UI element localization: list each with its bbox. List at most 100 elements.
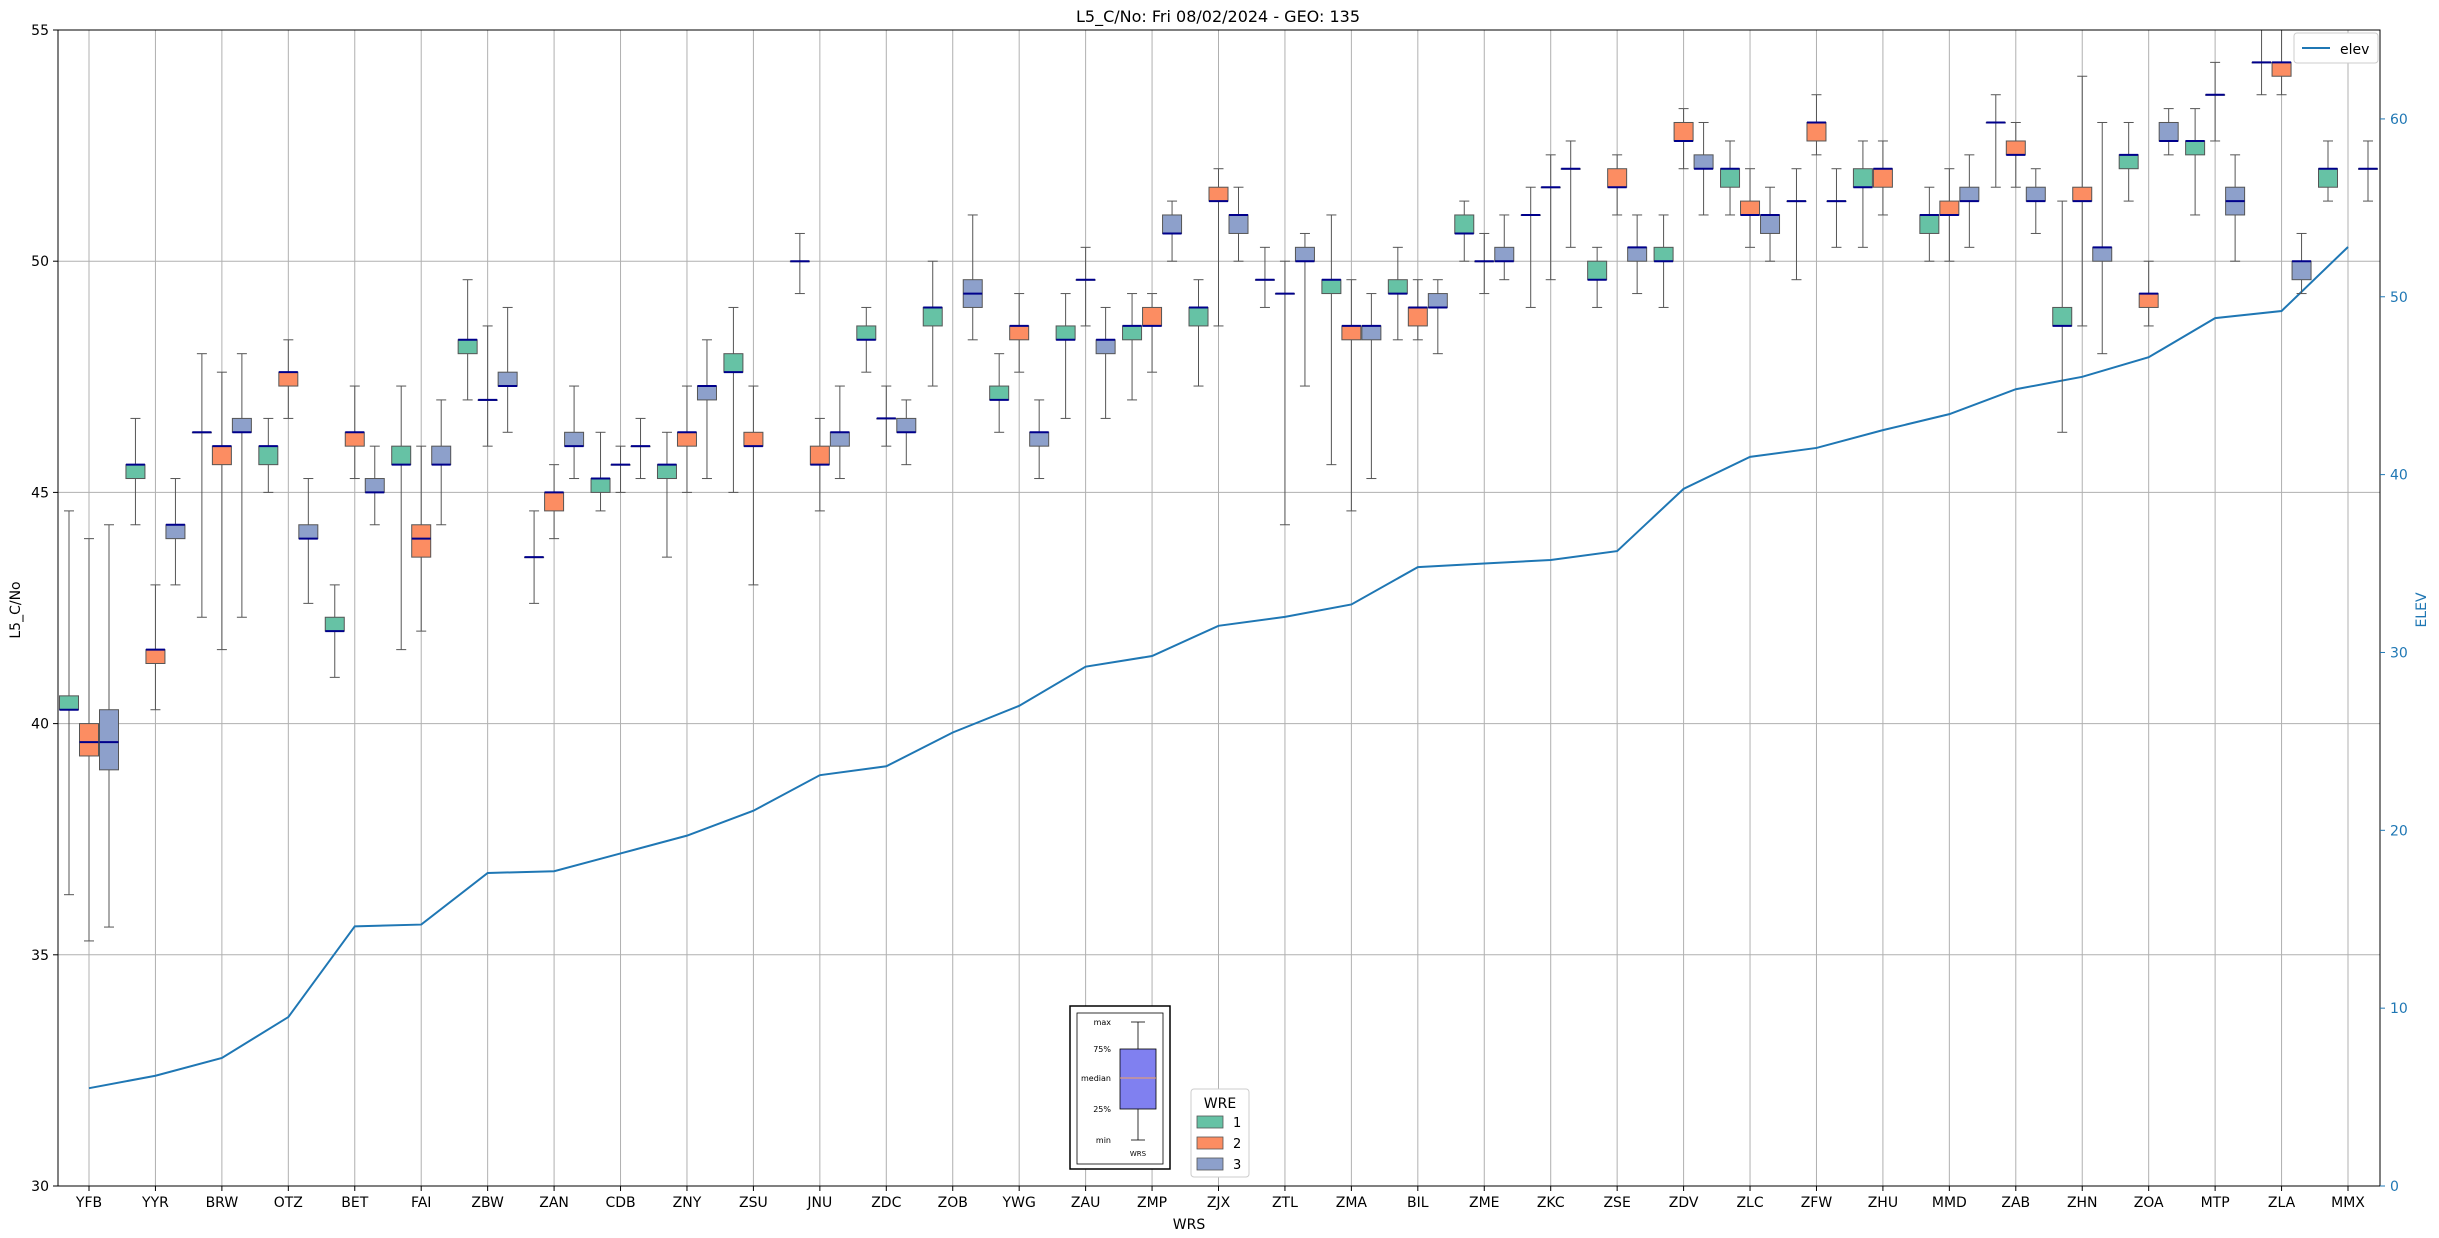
- y2-axis-label: ELEV: [2414, 592, 2430, 627]
- box-body: [364, 478, 385, 493]
- inset-label-q1: 25%: [1093, 1105, 1111, 1114]
- box-ZMP-wre1: [1122, 293, 1143, 401]
- box-ZHU-wre1: [1852, 140, 1873, 248]
- wre-legend-swatch-3: [1196, 1157, 1224, 1171]
- box-ZME-wre2: [1474, 232, 1495, 295]
- box-ZNY-wre3: [696, 339, 717, 480]
- x-tick-label-otz: OTZ: [274, 1195, 303, 1211]
- box-body: [2025, 186, 2046, 202]
- x-tick-label-brw: BRW: [206, 1195, 239, 1211]
- box-body: [298, 524, 319, 540]
- x-tick-label-bil: BIL: [1407, 1195, 1429, 1211]
- box-OTZ-wre2: [278, 339, 299, 419]
- box-CDB-wre1: [590, 431, 611, 512]
- box-body: [59, 695, 79, 711]
- box-body: [1740, 200, 1761, 216]
- box-ZSU-wre2: [743, 385, 764, 586]
- box-ZHU-wre2: [1872, 140, 1893, 216]
- box-ZAB-wre3: [2025, 168, 2046, 234]
- box-OTZ-wre1: [258, 417, 279, 493]
- box-ZME-wre1: [1454, 200, 1475, 262]
- box-body: [696, 385, 717, 401]
- box-BIL-wre2: [1407, 279, 1428, 341]
- box-body: [1228, 214, 1249, 234]
- box-BIL-wre1: [1387, 246, 1408, 341]
- x-tick-label-zbw: ZBW: [471, 1195, 504, 1211]
- box-ZMA-wre1: [1321, 214, 1342, 466]
- box-body: [411, 524, 432, 558]
- line-legend-label: elev: [2340, 42, 2369, 58]
- box-body: [125, 464, 146, 480]
- box-ZTL-wre2: [1274, 260, 1295, 526]
- box-body: [1162, 214, 1183, 234]
- box-body: [1959, 186, 1980, 202]
- x-tick-label-zdv: ZDV: [1669, 1195, 1699, 1211]
- x-tick-label-zmp: ZMP: [1137, 1195, 1167, 1211]
- box-body: [896, 417, 917, 433]
- box-body: [544, 491, 565, 512]
- wre-legend-label-3: 3: [1233, 1158, 1241, 1173]
- inset-label-median: median: [1081, 1074, 1111, 1083]
- box-body: [211, 445, 232, 466]
- box-ZDC-wre2: [876, 385, 897, 447]
- box-ZTL-wre3: [1294, 232, 1315, 387]
- box-body: [743, 431, 764, 447]
- box-body: [79, 723, 99, 757]
- x-tick-label-yfb: YFB: [75, 1195, 102, 1211]
- x-tick-label-zma: ZMA: [1336, 1195, 1368, 1211]
- wre-legend-title: WRE: [1204, 1096, 1236, 1112]
- x-tick-label-mmd: MMD: [1932, 1195, 1967, 1211]
- x-tick-label-zsu: ZSU: [739, 1195, 768, 1211]
- box-FAI-wre1: [391, 385, 412, 651]
- y2-tick-label: 0: [2390, 1179, 2399, 1195]
- box-YWG-wre2: [1009, 293, 1030, 373]
- box-body: [1029, 431, 1050, 447]
- box-ZDC-wre1: [856, 306, 877, 373]
- box-ZSU-wre1: [723, 306, 744, 493]
- box-body: [1095, 339, 1116, 355]
- box-ZOB-wre3: [962, 214, 983, 341]
- elev-line: [88, 246, 2349, 1090]
- wre-legend: WRE 1 2 3: [1190, 1088, 1250, 1178]
- x-tick-label-cdb: CDB: [605, 1195, 635, 1211]
- x-axis-label: WRS: [1173, 1217, 1206, 1233]
- box-body: [922, 306, 943, 327]
- box-body: [1852, 168, 1873, 188]
- box-YFB-wre3: [99, 524, 119, 928]
- box-body: [723, 353, 744, 373]
- x-tick-label-mtp: MTP: [2201, 1195, 2230, 1211]
- box-ZOA-wre3: [2158, 108, 2179, 156]
- box-body: [497, 371, 518, 387]
- box-body: [2291, 260, 2312, 281]
- box-body: [1055, 325, 1076, 341]
- box-YYR-wre3: [165, 478, 186, 586]
- line-legend: elev: [2293, 32, 2379, 64]
- box-CDB-wre3: [630, 417, 651, 480]
- box-ZLC-wre3: [1760, 186, 1781, 262]
- y2-tick-label: 10: [2390, 1001, 2408, 1017]
- box-ZMP-wre3: [1162, 200, 1183, 262]
- box-body: [457, 339, 478, 355]
- box-ZLA-wre3: [2291, 232, 2312, 295]
- y-tick-label: 45: [31, 485, 49, 501]
- wre-legend-label-1: 1: [1233, 1116, 1241, 1131]
- elevation-series: [88, 246, 2349, 1090]
- box-body: [1494, 246, 1515, 262]
- box-FAI-wre3: [431, 399, 452, 526]
- box-body: [1142, 306, 1163, 327]
- box-body: [1454, 214, 1475, 234]
- box-series: [59, 30, 2378, 942]
- x-tick-label-yyr: YYR: [141, 1195, 169, 1211]
- box-body: [258, 445, 279, 466]
- box-body: [1341, 325, 1362, 341]
- box-body: [231, 417, 252, 433]
- x-tick-label-zme: ZME: [1469, 1195, 1500, 1211]
- box-BET-wre1: [324, 584, 345, 678]
- box-body: [324, 616, 345, 632]
- x-tick-label-zla: ZLA: [2268, 1195, 2296, 1211]
- x-tick-label-zhu: ZHU: [1868, 1195, 1898, 1211]
- box-ZLC-wre2: [1740, 168, 1761, 248]
- box-FAI-wre2: [411, 445, 432, 632]
- box-YWG-wre3: [1029, 399, 1050, 480]
- box-body: [99, 709, 119, 771]
